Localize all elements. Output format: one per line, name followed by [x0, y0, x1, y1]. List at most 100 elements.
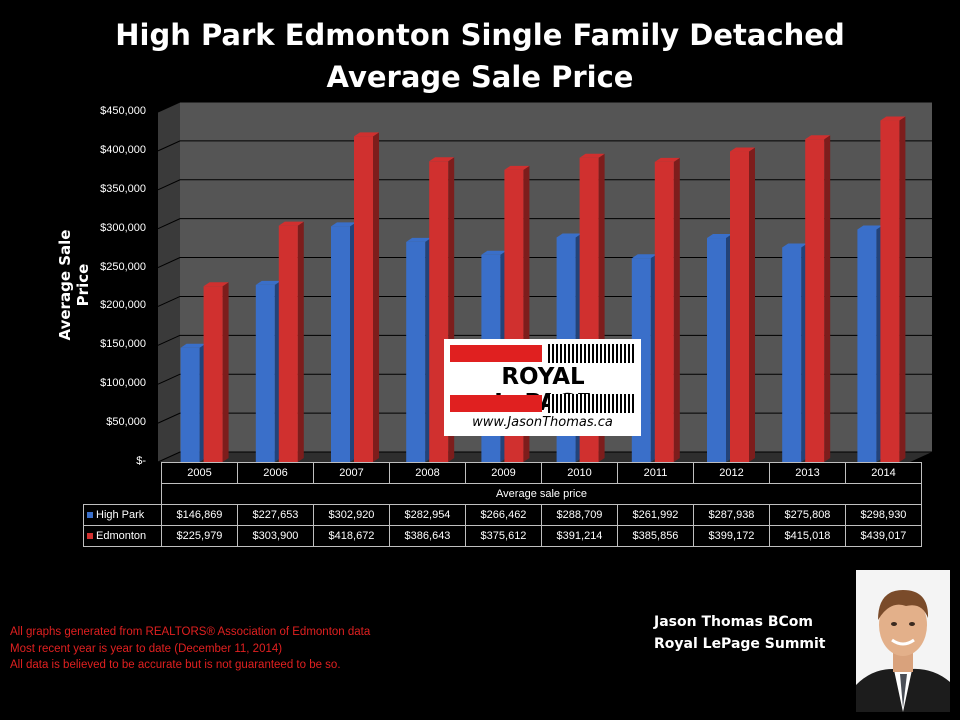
data-label: $266,462	[465, 504, 542, 526]
bar-high-park	[180, 343, 206, 462]
legend-swatch	[87, 512, 93, 519]
plot-side-wall	[158, 102, 180, 462]
bar-top	[278, 221, 304, 226]
x-tick-label: 2012	[693, 462, 770, 484]
data-label: $391,214	[541, 525, 618, 547]
gridline	[157, 179, 932, 191]
bar-top	[331, 222, 356, 227]
bar-edmonton	[805, 135, 831, 462]
bar-high-park	[707, 234, 732, 462]
y-tick-label: $200,000	[100, 299, 146, 312]
bar-side	[749, 147, 755, 462]
bar-side	[824, 135, 831, 462]
bar-high-park	[406, 237, 432, 462]
legend-entry: High Park	[83, 504, 162, 526]
y-tick-label: $-	[136, 455, 146, 467]
bar-side	[297, 221, 304, 462]
bar-top	[631, 254, 657, 259]
bar-edmonton	[354, 132, 379, 463]
bar-front	[331, 226, 350, 462]
data-label: $287,938	[693, 504, 770, 526]
x-axis-label: Average sale price	[161, 483, 922, 505]
y-tick-label: $300,000	[100, 221, 146, 234]
y-tick-label: $350,000	[100, 182, 146, 195]
agent-photo	[856, 570, 950, 712]
footer-disclaimer: All graphs generated from REALTORS® Asso…	[10, 624, 370, 674]
chart-subtitle: Average Sale Price	[326, 60, 634, 94]
data-label: $298,930	[845, 504, 922, 526]
y-tick-label: $250,000	[100, 260, 146, 273]
bar-top	[730, 147, 755, 152]
gridline	[157, 412, 932, 424]
bar-side	[899, 116, 906, 463]
data-label: $275,808	[769, 504, 846, 526]
data-label: $439,017	[845, 525, 922, 547]
legend-swatch	[87, 533, 93, 540]
bar-top	[579, 153, 605, 158]
bar-top	[255, 280, 281, 285]
bar-front	[880, 120, 900, 463]
x-tick-label: 2013	[769, 462, 846, 484]
gridline	[157, 218, 932, 230]
bar-front	[857, 229, 877, 462]
y-tick-label: $100,000	[100, 377, 146, 390]
royal-lepage-logo: ROYAL LePAGE www.JasonThomas.ca	[444, 339, 641, 436]
x-tick-label: 2011	[617, 462, 694, 484]
bar-high-park	[255, 280, 281, 462]
logo-url: www.JasonThomas.ca	[472, 415, 613, 430]
bar-top	[556, 233, 582, 238]
bar-front	[707, 238, 726, 462]
gridline	[157, 257, 932, 269]
gridline	[157, 373, 932, 385]
bar-front	[278, 225, 298, 462]
y-tick-label: $50,000	[106, 416, 146, 429]
bar-front	[782, 247, 802, 462]
x-tick-label: 2007	[313, 462, 390, 484]
bar-top	[880, 116, 906, 121]
bar-top	[857, 225, 883, 230]
bar-front	[654, 161, 674, 462]
bar-front	[406, 241, 426, 462]
bar-top	[654, 157, 680, 162]
y-tick-label: $450,000	[100, 105, 146, 117]
bar-top	[354, 132, 379, 137]
gridline	[157, 334, 932, 346]
data-label: $225,979	[161, 525, 238, 547]
bar-edmonton	[654, 157, 680, 462]
legend-entry: Edmonton	[83, 525, 162, 547]
data-label: $227,653	[237, 504, 314, 526]
data-label: $375,612	[465, 525, 542, 547]
gridline	[157, 451, 932, 463]
bar-high-park	[857, 225, 883, 462]
bar-high-park	[331, 222, 356, 462]
data-label: $261,992	[617, 504, 694, 526]
data-label: $386,643	[389, 525, 466, 547]
bar-edmonton	[278, 221, 304, 462]
bar-front	[730, 151, 749, 462]
data-label: $399,172	[693, 525, 770, 547]
data-label: $303,900	[237, 525, 314, 547]
x-tick-label: 2006	[237, 462, 314, 484]
gridline	[157, 295, 932, 307]
bar-top	[782, 243, 808, 248]
bar-front	[255, 284, 275, 462]
agent-name: Jason Thomas BCom	[654, 614, 813, 630]
bar-edmonton	[880, 116, 906, 463]
data-label: $282,954	[389, 504, 466, 526]
bar-edmonton	[730, 147, 755, 462]
bar-top	[805, 135, 831, 140]
footer-line-1: All graphs generated from REALTORS® Asso…	[10, 626, 371, 638]
agent-company: Royal LePage Summit	[654, 636, 826, 652]
bar-front	[180, 347, 200, 462]
bar-top	[504, 165, 530, 170]
bar-top	[481, 250, 507, 255]
y-tick-label: $400,000	[100, 143, 146, 156]
gridline	[157, 101, 932, 113]
x-tick-label: 2010	[541, 462, 618, 484]
bar-front	[805, 139, 825, 462]
y-tick-label: $150,000	[100, 338, 146, 351]
bar-front	[203, 286, 223, 462]
bar-front	[354, 136, 373, 463]
data-label: $302,920	[313, 504, 390, 526]
bar-top	[180, 343, 206, 348]
